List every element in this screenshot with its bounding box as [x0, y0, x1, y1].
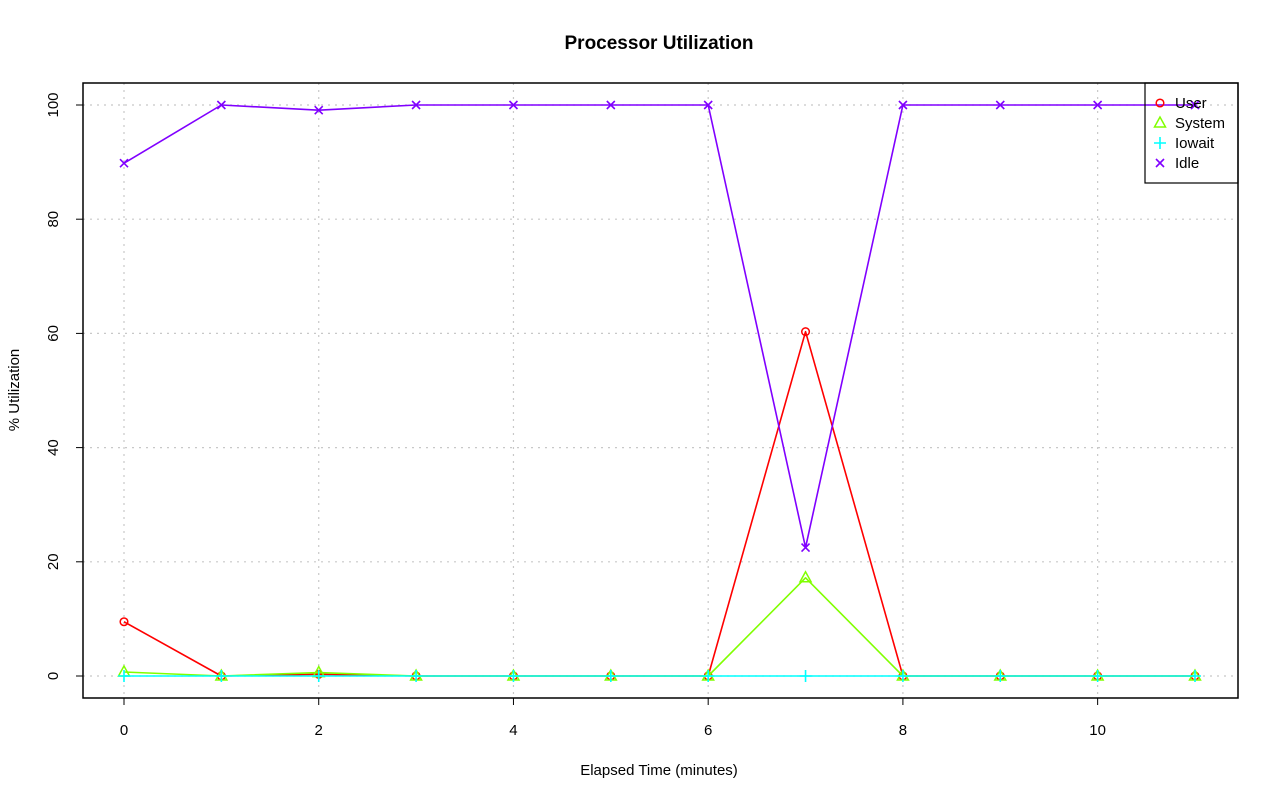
legend-item-user: User: [1155, 95, 1207, 112]
data-point-idle: [1190, 100, 1200, 110]
data-point-iowait: [1189, 670, 1201, 682]
x-tick-label: 4: [509, 722, 517, 739]
y-tick-label: 0: [45, 672, 62, 680]
legend-label-system: System: [1175, 115, 1225, 132]
data-point-iowait: [1091, 670, 1104, 682]
legend-label-iowait: Iowait: [1175, 135, 1215, 152]
data-point-user: [800, 327, 811, 337]
series-line-user: [123, 330, 1195, 677]
chart-title: Processor Utilization: [565, 33, 754, 54]
y-tick-label: 40: [45, 439, 62, 456]
y-tick-label: 100: [45, 92, 62, 117]
x-tick-label: 8: [899, 722, 907, 739]
series-layer: [117, 100, 1202, 682]
x-tick-label: 2: [315, 722, 323, 739]
data-point-idle: [119, 158, 129, 168]
legend-item-system: System: [1153, 115, 1225, 132]
y-axis-title: % Utilization: [6, 349, 23, 432]
data-point-idle: [703, 100, 713, 110]
data-point-idle: [508, 100, 519, 110]
y-tick-label: 60: [45, 325, 62, 342]
legend-item-iowait: Iowait: [1154, 135, 1215, 152]
legend-label-idle: Idle: [1175, 155, 1199, 172]
data-point-idle: [216, 100, 226, 110]
data-point-idle: [995, 100, 1005, 110]
data-point-iowait: [410, 670, 423, 682]
data-point-user: [119, 617, 129, 627]
data-point-idle: [411, 100, 421, 110]
data-point-system: [798, 570, 813, 583]
series-user: [119, 327, 1200, 681]
y-tick-label: 20: [45, 553, 62, 570]
legend-symbol-system: [1153, 115, 1167, 128]
series-line-system: [123, 576, 1195, 677]
grid-layer: [83, 83, 1238, 698]
data-point-iowait: [702, 670, 715, 682]
data-point-iowait: [799, 670, 812, 682]
series-system: [117, 570, 1202, 681]
data-point-iowait: [994, 670, 1007, 682]
data-point-iowait: [604, 670, 617, 682]
data-point-iowait: [312, 670, 325, 682]
data-point-idle: [800, 542, 811, 553]
plot-frame: [82, 82, 1239, 699]
x-tick-label: 0: [120, 722, 128, 739]
data-point-idle: [606, 100, 616, 110]
data-point-idle: [1093, 100, 1103, 110]
x-tick-label: 10: [1089, 722, 1106, 739]
x-tick-label: 6: [704, 722, 712, 739]
series-line-idle: [123, 104, 1195, 549]
series-iowait: [118, 670, 1201, 682]
data-point-iowait: [507, 670, 520, 682]
legend-box: [1144, 82, 1239, 184]
legend-symbol-idle: [1155, 158, 1165, 168]
legend-label-user: User: [1175, 95, 1207, 112]
data-point-iowait: [896, 670, 909, 682]
data-point-iowait: [215, 670, 228, 682]
data-point-idle: [314, 105, 324, 115]
y-tick-label: 80: [45, 211, 62, 228]
data-point-idle: [898, 100, 908, 110]
legend: User System Iowait Idle: [1144, 82, 1239, 184]
legend-symbol-iowait: [1154, 137, 1166, 149]
data-point-iowait: [118, 670, 130, 682]
series-idle: [119, 100, 1200, 553]
x-axis-title: Elapsed Time (minutes): [580, 762, 738, 779]
legend-item-idle: Idle: [1155, 155, 1199, 172]
legend-symbol-user: [1155, 98, 1165, 108]
